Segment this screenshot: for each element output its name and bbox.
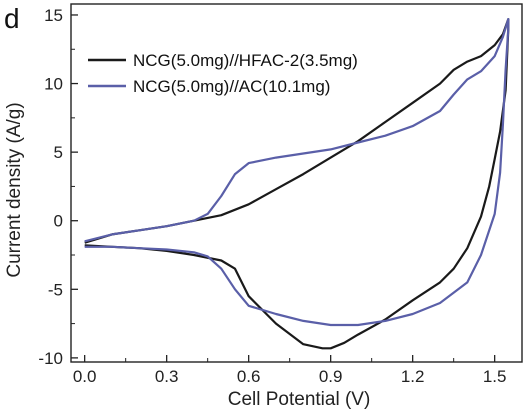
y-axis-title: Current density (A/g) — [4, 102, 25, 277]
legend: NCG(5.0mg)//HFAC-2(3.5mg) NCG(5.0mg)//AC(… — [88, 51, 358, 96]
y-tick-label: -10 — [38, 349, 63, 368]
x-tick-label: 1.5 — [483, 367, 507, 386]
plot-frame — [70, 3, 523, 363]
y-tick-label: 15 — [44, 6, 63, 25]
x-tick-label: 0.6 — [237, 367, 261, 386]
legend-label-0: NCG(5.0mg)//HFAC-2(3.5mg) — [133, 51, 358, 70]
plot-area — [84, 18, 510, 350]
y-tick-label: -5 — [48, 280, 63, 299]
legend-label-1: NCG(5.0mg)//AC(10.1mg) — [133, 77, 330, 96]
x-tick-label: 0.3 — [155, 367, 179, 386]
x-axis-title: Cell Potential (V) — [228, 389, 371, 410]
y-tick-label: 0 — [54, 212, 63, 231]
x-tick-label: 0.0 — [73, 367, 97, 386]
x-tick-label: 1.2 — [401, 367, 425, 386]
axes: 0.0 0.3 0.6 0.9 1.2 1.5 -10 -5 0 5 10 15 — [38, 3, 523, 386]
series-line-0 — [84, 18, 510, 350]
x-tick-label: 0.9 — [319, 367, 343, 386]
y-tick-label: 5 — [54, 143, 63, 162]
series-line-1 — [84, 18, 510, 327]
y-tick-label: 10 — [44, 75, 63, 94]
panel-label: d — [4, 3, 20, 34]
